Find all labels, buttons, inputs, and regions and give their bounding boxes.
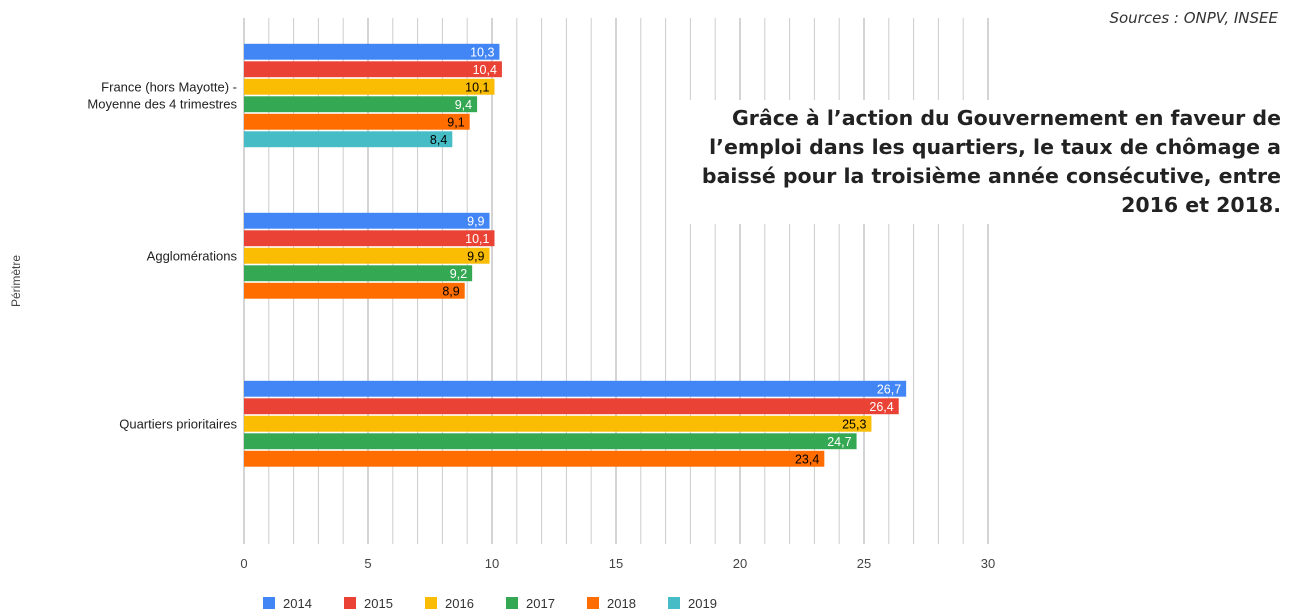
legend-swatch — [425, 597, 437, 609]
legend-swatch — [263, 597, 275, 609]
bar — [244, 265, 473, 282]
legend-swatch — [668, 597, 680, 609]
bar — [244, 212, 490, 229]
bar — [244, 380, 907, 397]
bar — [244, 43, 500, 60]
legend-swatch — [506, 597, 518, 609]
category-label: France (hors Mayotte) - — [101, 80, 237, 95]
bar-value-label: 9,1 — [447, 115, 464, 129]
source-note: Sources : ONPV, INSEE — [1109, 9, 1278, 27]
bar — [244, 78, 495, 95]
bar — [244, 415, 872, 432]
legend-swatch — [587, 597, 599, 609]
bar — [244, 247, 490, 264]
category-label: Quartiers prioritaires — [119, 416, 237, 431]
bar-value-label: 10,1 — [465, 80, 489, 94]
x-tick-label: 10 — [485, 556, 499, 571]
bar-value-label: 26,4 — [869, 400, 893, 414]
bar — [244, 398, 899, 415]
legend-swatch — [344, 597, 356, 609]
bar — [244, 433, 857, 450]
bar — [244, 113, 470, 130]
bar-value-label: 10,1 — [465, 232, 489, 246]
bar — [244, 450, 825, 467]
x-tick-label: 30 — [981, 556, 995, 571]
legend-label: 2015 — [364, 596, 393, 611]
bar — [244, 282, 465, 299]
x-tick-label: 25 — [857, 556, 871, 571]
bar-value-label: 9,9 — [467, 249, 484, 263]
category-label: Agglomérations — [147, 248, 238, 263]
y-axis-title: Périmètre — [9, 255, 23, 307]
x-tick-label: 0 — [240, 556, 247, 571]
legend-label: 2019 — [688, 596, 717, 611]
bar-value-label: 9,4 — [455, 98, 472, 112]
bar-value-label: 8,9 — [442, 284, 459, 298]
bar-value-label: 9,9 — [467, 214, 484, 228]
bar-value-label: 9,2 — [450, 267, 467, 281]
legend-label: 2017 — [526, 596, 555, 611]
legend-label: 2018 — [607, 596, 636, 611]
bar-value-label: 24,7 — [827, 435, 851, 449]
bar — [244, 131, 453, 148]
category-label: Moyenne des 4 trimestres — [87, 97, 237, 112]
bar-value-label: 26,7 — [877, 382, 901, 396]
legend-label: 2016 — [445, 596, 474, 611]
bar-value-label: 23,4 — [795, 452, 819, 466]
bar-value-label: 10,3 — [470, 45, 494, 59]
bar-value-label: 25,3 — [842, 417, 866, 431]
bar — [244, 96, 478, 113]
bar-value-label: 8,4 — [430, 133, 447, 147]
x-tick-label: 15 — [609, 556, 623, 571]
legend-label: 2014 — [283, 596, 312, 611]
bar — [244, 230, 495, 247]
bar — [244, 61, 502, 78]
x-tick-label: 5 — [364, 556, 371, 571]
bar-value-label: 10,4 — [473, 63, 497, 77]
x-tick-label: 20 — [733, 556, 747, 571]
headline-annotation: Grâce à l’action du Gouvernement en fave… — [673, 100, 1281, 224]
